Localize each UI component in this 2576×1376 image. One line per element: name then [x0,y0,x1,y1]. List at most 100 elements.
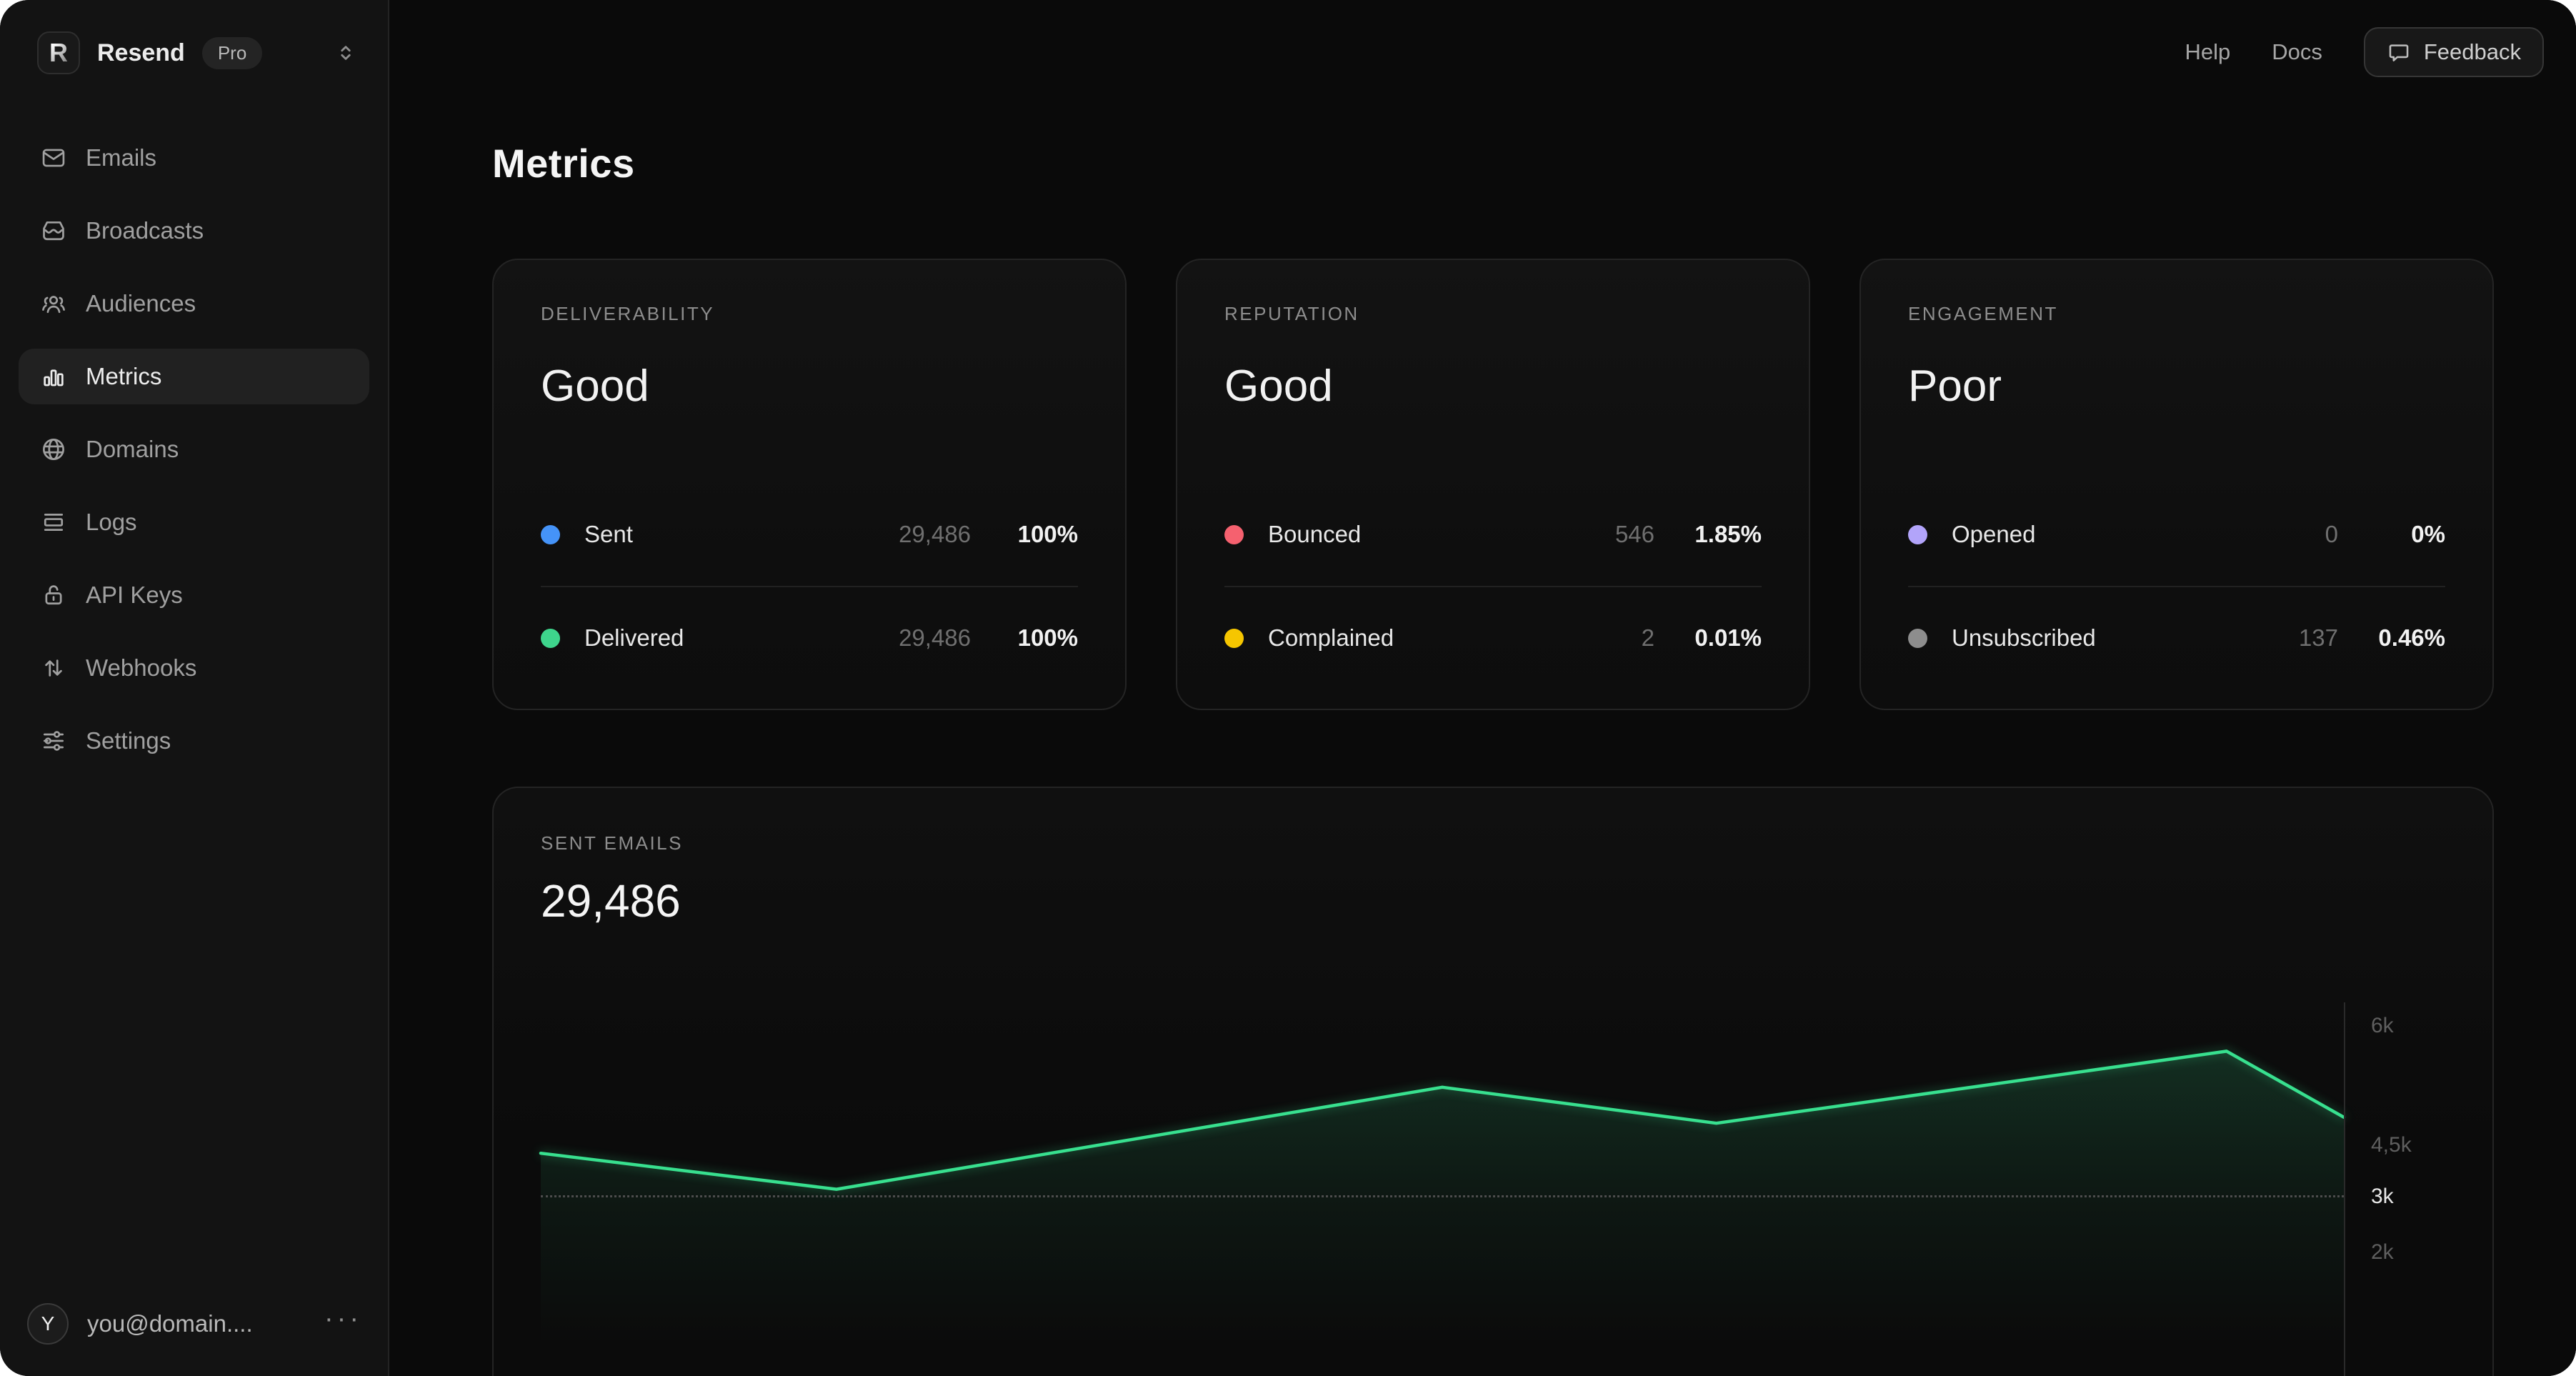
sent-dot [541,524,560,544]
sidebar-nav: Emails Broadcasts Audiences Metrics Doma… [19,130,369,769]
card-status: Good [541,362,649,411]
y-tick-3k: 3k [2371,1185,2394,1208]
sidebar-item-webhooks[interactable]: Webhooks [19,640,369,696]
stat-percent: 0% [2411,521,2445,547]
sidebar-item-audiences[interactable]: Audiences [19,276,369,331]
stat-row-sent: Sent 29,486 100% [541,483,1078,586]
sidebar-item-api-keys[interactable]: API Keys [19,567,369,623]
sent-emails-card: SENT EMAILS 29,486 6k [492,787,2494,1376]
feedback-button-label: Feedback [2423,39,2521,64]
top-header: Help Docs Feedback [2185,27,2544,77]
stat-row-opened: Opened 0 0% [1908,483,2445,586]
stat-row-complained: Complained 2 0.01% [1224,586,1762,689]
sidebar: R Resend Pro Emails Broadcasts Audiences [0,0,389,1376]
sidebar-item-label: API Keys [86,582,183,608]
card-status: Good [1224,362,1333,411]
sidebar-item-label: Audiences [86,290,196,316]
avatar: Y [27,1303,69,1345]
sidebar-item-logs[interactable]: Logs [19,494,369,550]
stat-percent: 0.01% [1694,624,1762,651]
card-category: DELIVERABILITY [541,303,715,324]
stat-value: 29,486 [899,624,971,651]
sent-emails-chart [539,992,2346,1376]
stat-value: 29,486 [899,521,971,547]
card-category: ENGAGEMENT [1908,303,2058,324]
deliverability-card: DELIVERABILITY Good Sent 29,486 100% Del… [492,259,1127,710]
stat-percent: 100% [1017,521,1078,547]
stat-percent: 100% [1017,624,1078,651]
area-chart-svg [539,1050,2346,1376]
card-category: REPUTATION [1224,303,1359,324]
resend-logo-letter: R [49,38,68,67]
globe-icon [43,439,64,460]
stat-label: Bounced [1268,521,1362,547]
audiences-icon [42,296,65,314]
sidebar-item-domains[interactable]: Domains [19,422,369,477]
user-menu[interactable]: Y you@domain.... ··· [19,1303,369,1345]
sidebar-item-settings[interactable]: Settings [19,713,369,769]
stat-percent: 1.85% [1694,521,1762,547]
mail-icon [42,149,65,167]
stat-label: Unsubscribed [1952,624,2096,651]
docs-link[interactable]: Docs [2272,39,2322,64]
delivered-dot [541,628,560,648]
sidebar-item-emails[interactable]: Emails [19,130,369,186]
card-rows: Sent 29,486 100% Delivered 29,486 100% [541,483,1078,689]
reference-line-3k [541,1195,2344,1197]
stat-label: Sent [584,521,633,547]
feedback-button[interactable]: Feedback [2363,27,2544,77]
sidebar-item-label: Settings [86,727,171,754]
resend-logo: R [37,31,80,74]
summary-cards: DELIVERABILITY Good Sent 29,486 100% Del… [492,259,2576,710]
workspace-switcher[interactable]: R Resend Pro [19,29,369,77]
reputation-card: REPUTATION Good Bounced 546 1.85% Compla… [1176,259,1810,710]
y-tick-4-5k: 4,5k [2371,1133,2412,1157]
stat-row-delivered: Delivered 29,486 100% [541,586,1078,689]
main-content: Help Docs Feedback Metrics DELIVERABILIT… [389,0,2576,1376]
lock-icon [45,585,62,605]
sidebar-item-label: Metrics [86,363,162,389]
stat-value: 137 [2298,624,2338,651]
sent-emails-total: 29,486 [541,875,681,927]
stat-value: 0 [2325,521,2338,547]
stat-row-bounced: Bounced 546 1.85% [1224,483,1762,586]
complained-dot [1224,628,1244,648]
sidebar-item-label: Broadcasts [86,217,204,244]
feedback-bubble-icon [2389,44,2409,61]
card-rows: Opened 0 0% Unsubscribed 137 0.46% [1908,483,2445,689]
card-status: Poor [1908,362,2002,411]
webhooks-icon [45,659,62,677]
engagement-card: ENGAGEMENT Poor Opened 0 0% Unsubscribed… [1859,259,2494,710]
chevron-up-down-icon [341,46,351,60]
stat-value: 546 [1614,521,1654,547]
workspace-name: Resend [97,39,185,66]
opened-dot [1908,524,1927,544]
plan-badge: Pro [201,36,263,69]
chart-line [539,1050,2346,1191]
stat-label: Delivered [584,624,684,651]
settings-icon [43,731,64,751]
bounced-dot [1224,524,1244,544]
broadcast-icon [43,221,64,241]
sidebar-item-label: Emails [86,144,157,171]
user-email: you@domain.... [87,1310,253,1337]
stat-value: 2 [1641,624,1654,651]
chart-card-category: SENT EMAILS [541,832,683,854]
stat-label: Complained [1268,624,1394,651]
y-tick-6k: 6k [2371,1014,2394,1037]
sidebar-item-label: Webhooks [86,654,197,681]
stat-label: Opened [1952,521,2036,547]
y-tick-2k: 2k [2371,1240,2394,1264]
sidebar-item-label: Domains [86,436,179,462]
unsubscribed-dot [1908,628,1927,648]
stat-row-unsubscribed: Unsubscribed 137 0.46% [1908,586,2445,689]
sidebar-item-broadcasts[interactable]: Broadcasts [19,203,369,259]
y-axis-line [2344,1002,2345,1376]
logs-icon [44,514,64,531]
ellipsis-icon[interactable]: ··· [324,1304,362,1334]
page-title: Metrics [492,141,635,186]
help-link[interactable]: Help [2185,39,2231,64]
sidebar-item-metrics[interactable]: Metrics [19,349,369,404]
metrics-icon [44,369,64,387]
